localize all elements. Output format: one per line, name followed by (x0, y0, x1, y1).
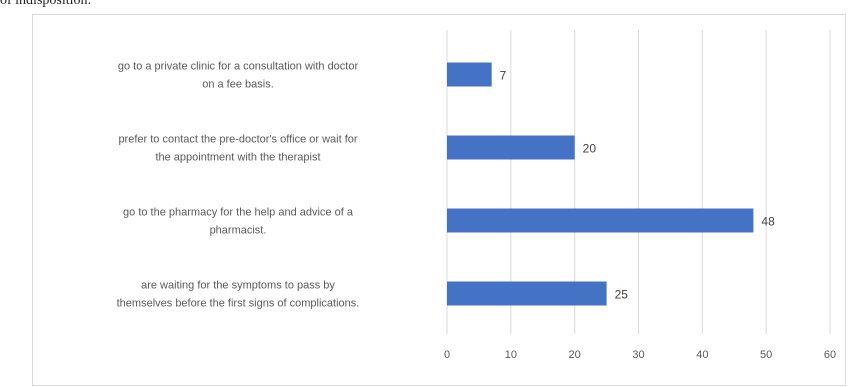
x-tick-label: 60 (824, 349, 836, 361)
page-caption: of indisposition: (0, 0, 92, 8)
bar (447, 281, 607, 306)
category-labels: go to a private clinic for a consultatio… (117, 61, 360, 310)
category-label-line: go to a private clinic for a consultatio… (118, 61, 359, 73)
category-label: go to a private clinic for a consultatio… (118, 61, 359, 91)
category-label: are waiting for the symptoms to pass by t… (117, 280, 360, 310)
x-tick-label: 20 (569, 349, 581, 361)
x-axis-ticks: 0 10 20 30 40 50 60 (444, 349, 836, 361)
bar (447, 62, 492, 87)
x-tick-label: 10 (505, 349, 517, 361)
category-label-line: on a fee basis. (202, 79, 274, 91)
category-label-line: go to the pharmacy for the help and advi… (123, 207, 354, 219)
bars (447, 62, 754, 306)
bar (447, 135, 575, 160)
category-label-line: pharmacist. (210, 225, 267, 237)
category-label: go to the pharmacy for the help and advi… (123, 207, 354, 237)
category-label-line: prefer to contact the pre-doctor's offic… (118, 134, 357, 146)
x-tick-label: 30 (632, 349, 644, 361)
x-tick-label: 40 (696, 349, 708, 361)
category-label-line: are waiting for the symptoms to pass by (141, 280, 335, 292)
x-tick-label: 0 (444, 349, 450, 361)
data-labels: 7 20 48 25 (500, 69, 775, 302)
chart-area (32, 14, 846, 386)
category-label: prefer to contact the pre-doctor's offic… (118, 134, 357, 164)
data-label: 48 (761, 215, 775, 229)
data-label: 25 (615, 288, 629, 302)
x-tick-label: 50 (760, 349, 772, 361)
data-label: 7 (500, 69, 507, 83)
category-label-line: the appointment with the therapist (155, 152, 320, 164)
data-label: 20 (583, 142, 597, 156)
category-label-line: themselves before the first signs of com… (117, 298, 360, 310)
bar (447, 208, 754, 233)
